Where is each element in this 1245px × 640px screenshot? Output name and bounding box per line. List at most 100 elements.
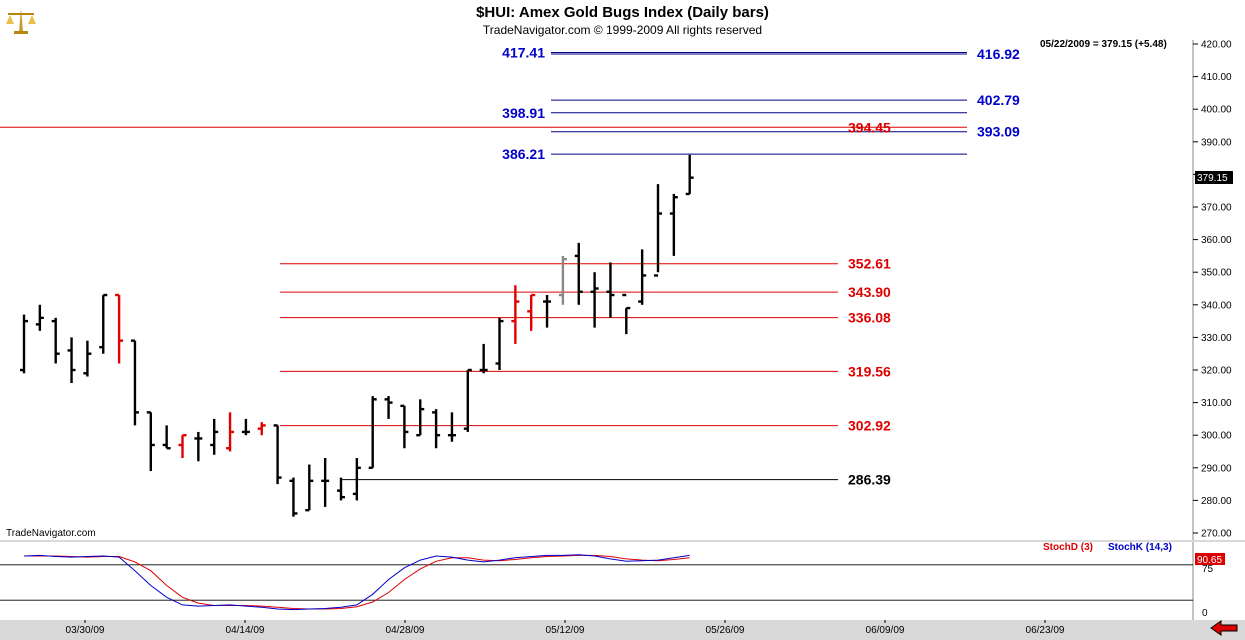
ohlc-bar — [146, 411, 155, 472]
ohlc-bar — [543, 295, 552, 328]
ohlc-bar — [20, 314, 28, 374]
price-tick-label: 330.00 — [1201, 333, 1232, 344]
last-price-box — [1195, 171, 1233, 184]
date-tick-label: 03/30/09 — [66, 625, 105, 636]
ohlc-bar — [241, 418, 250, 436]
level-label: 336.08 — [848, 310, 891, 326]
stoch-tick-label: 75 — [1202, 564, 1214, 575]
ohlc-bar — [447, 412, 456, 442]
ohlc-bar — [162, 425, 171, 450]
price-tick-label: 340.00 — [1201, 300, 1232, 311]
level-label: 319.56 — [848, 363, 891, 379]
price-panel[interactable] — [0, 40, 1193, 540]
price-tick-label: 390.00 — [1201, 137, 1232, 148]
level-label: 394.45 — [848, 119, 891, 135]
chart-subtitle: TradeNavigator.com © 1999-2009 All right… — [482, 23, 763, 37]
date-axis-panel — [0, 620, 1245, 640]
header: $HUI: Amex Gold Bugs Index (Daily bars) … — [0, 0, 1245, 40]
ohlc-bar — [51, 317, 60, 364]
ohlc-bar — [416, 399, 425, 437]
price-axis-panel — [1193, 40, 1245, 540]
ohlc-bar — [479, 343, 488, 374]
stoch-tick-label: 0 — [1202, 608, 1208, 619]
price-tick-label: 280.00 — [1201, 496, 1232, 507]
price-tick-label: 410.00 — [1201, 72, 1232, 83]
ohlc-bar — [511, 285, 520, 344]
ohlc-bar — [400, 404, 409, 449]
ohlc-bar — [384, 396, 393, 419]
price-tick-label: 300.00 — [1201, 431, 1232, 442]
price-tick-label: 350.00 — [1201, 268, 1232, 279]
ohlc-bar — [606, 262, 615, 318]
price-tick-label: 290.00 — [1201, 463, 1232, 474]
price-tick-label: 360.00 — [1201, 235, 1232, 246]
date-tick-label: 06/09/09 — [866, 625, 905, 636]
level-label: 343.90 — [848, 284, 891, 300]
ohlc-bar — [495, 317, 504, 370]
ohlc-bar — [654, 184, 662, 277]
ohlc-bar — [622, 293, 631, 335]
price-tick-label: 400.00 — [1201, 105, 1232, 116]
ohlc-bar — [257, 422, 266, 436]
ohlc-bar — [432, 409, 441, 449]
gold-scale-icon — [6, 8, 36, 34]
ohlc-bar — [574, 242, 583, 305]
level-label: 402.79 — [977, 92, 1020, 108]
date-tick-label: 05/26/09 — [706, 625, 745, 636]
chart-title: $HUI: Amex Gold Bugs Index (Daily bars) — [476, 4, 769, 21]
level-label: 286.39 — [848, 472, 891, 488]
watermark-text: TradeNavigator.com — [6, 528, 96, 539]
price-tick-label: 420.00 — [1201, 40, 1232, 51]
level-label: 393.09 — [977, 124, 1020, 140]
date-tick-label: 05/12/09 — [546, 625, 585, 636]
ohlc-bar — [463, 368, 472, 432]
price-tick-label: 370.00 — [1201, 203, 1232, 214]
ohlc-bar — [321, 458, 330, 507]
stoch-panel[interactable] — [0, 542, 1193, 620]
ohlc-bar — [226, 412, 235, 452]
ohlc-bar — [99, 293, 108, 354]
ohlc-bar — [67, 337, 76, 384]
ohlc-bar — [527, 293, 536, 331]
ohlc-bar — [194, 431, 203, 462]
stoch-k-legend: StochK (14,3) — [1108, 542, 1172, 553]
stoch-d-legend: StochD (3) — [1043, 542, 1093, 553]
date-tick-label: 04/28/09 — [386, 625, 425, 636]
stoch-d-line — [24, 554, 690, 610]
stoch-last-label: 90.65 — [1197, 555, 1222, 566]
level-label: 352.61 — [848, 256, 891, 272]
level-label: 417.41 — [502, 44, 545, 60]
ohlc-bar — [305, 464, 314, 512]
ohlc-bar — [210, 418, 219, 455]
level-label: 302.92 — [848, 418, 891, 434]
last-price-label: 379.15 — [1197, 173, 1228, 184]
level-label: 386.21 — [502, 146, 545, 162]
ohlc-bar — [669, 193, 678, 256]
ohlc-bar — [35, 304, 44, 331]
ohlc-bar — [352, 458, 361, 501]
level-label: 398.91 — [502, 105, 545, 121]
ohlc-bar — [590, 272, 599, 328]
left-arrow-icon[interactable] — [1209, 620, 1239, 636]
stoch-k-line — [23, 554, 690, 611]
ohlc-bar — [130, 339, 139, 426]
ohlc-bar — [638, 249, 647, 305]
ohlc-bar — [83, 340, 92, 377]
ohlc-bar — [368, 396, 377, 469]
ohlc-bar — [289, 477, 298, 517]
level-label: 416.92 — [977, 46, 1020, 62]
ohlc-bar — [337, 477, 345, 501]
last-quote-text: 05/22/2009 = 379.15 (+5.48) — [1040, 39, 1167, 50]
ohlc-bar — [273, 424, 282, 485]
ohlc-bar — [115, 293, 124, 364]
price-tick-label: 320.00 — [1201, 366, 1232, 377]
date-tick-label: 04/14/09 — [226, 625, 265, 636]
price-tick-label: 310.00 — [1201, 398, 1232, 409]
ohlc-bar — [558, 255, 567, 305]
stoch-last-box — [1195, 553, 1225, 565]
ohlc-bar — [178, 434, 187, 459]
price-tick-label: 270.00 — [1201, 529, 1232, 540]
date-tick-label: 06/23/09 — [1026, 625, 1065, 636]
ohlc-bar — [685, 154, 694, 196]
